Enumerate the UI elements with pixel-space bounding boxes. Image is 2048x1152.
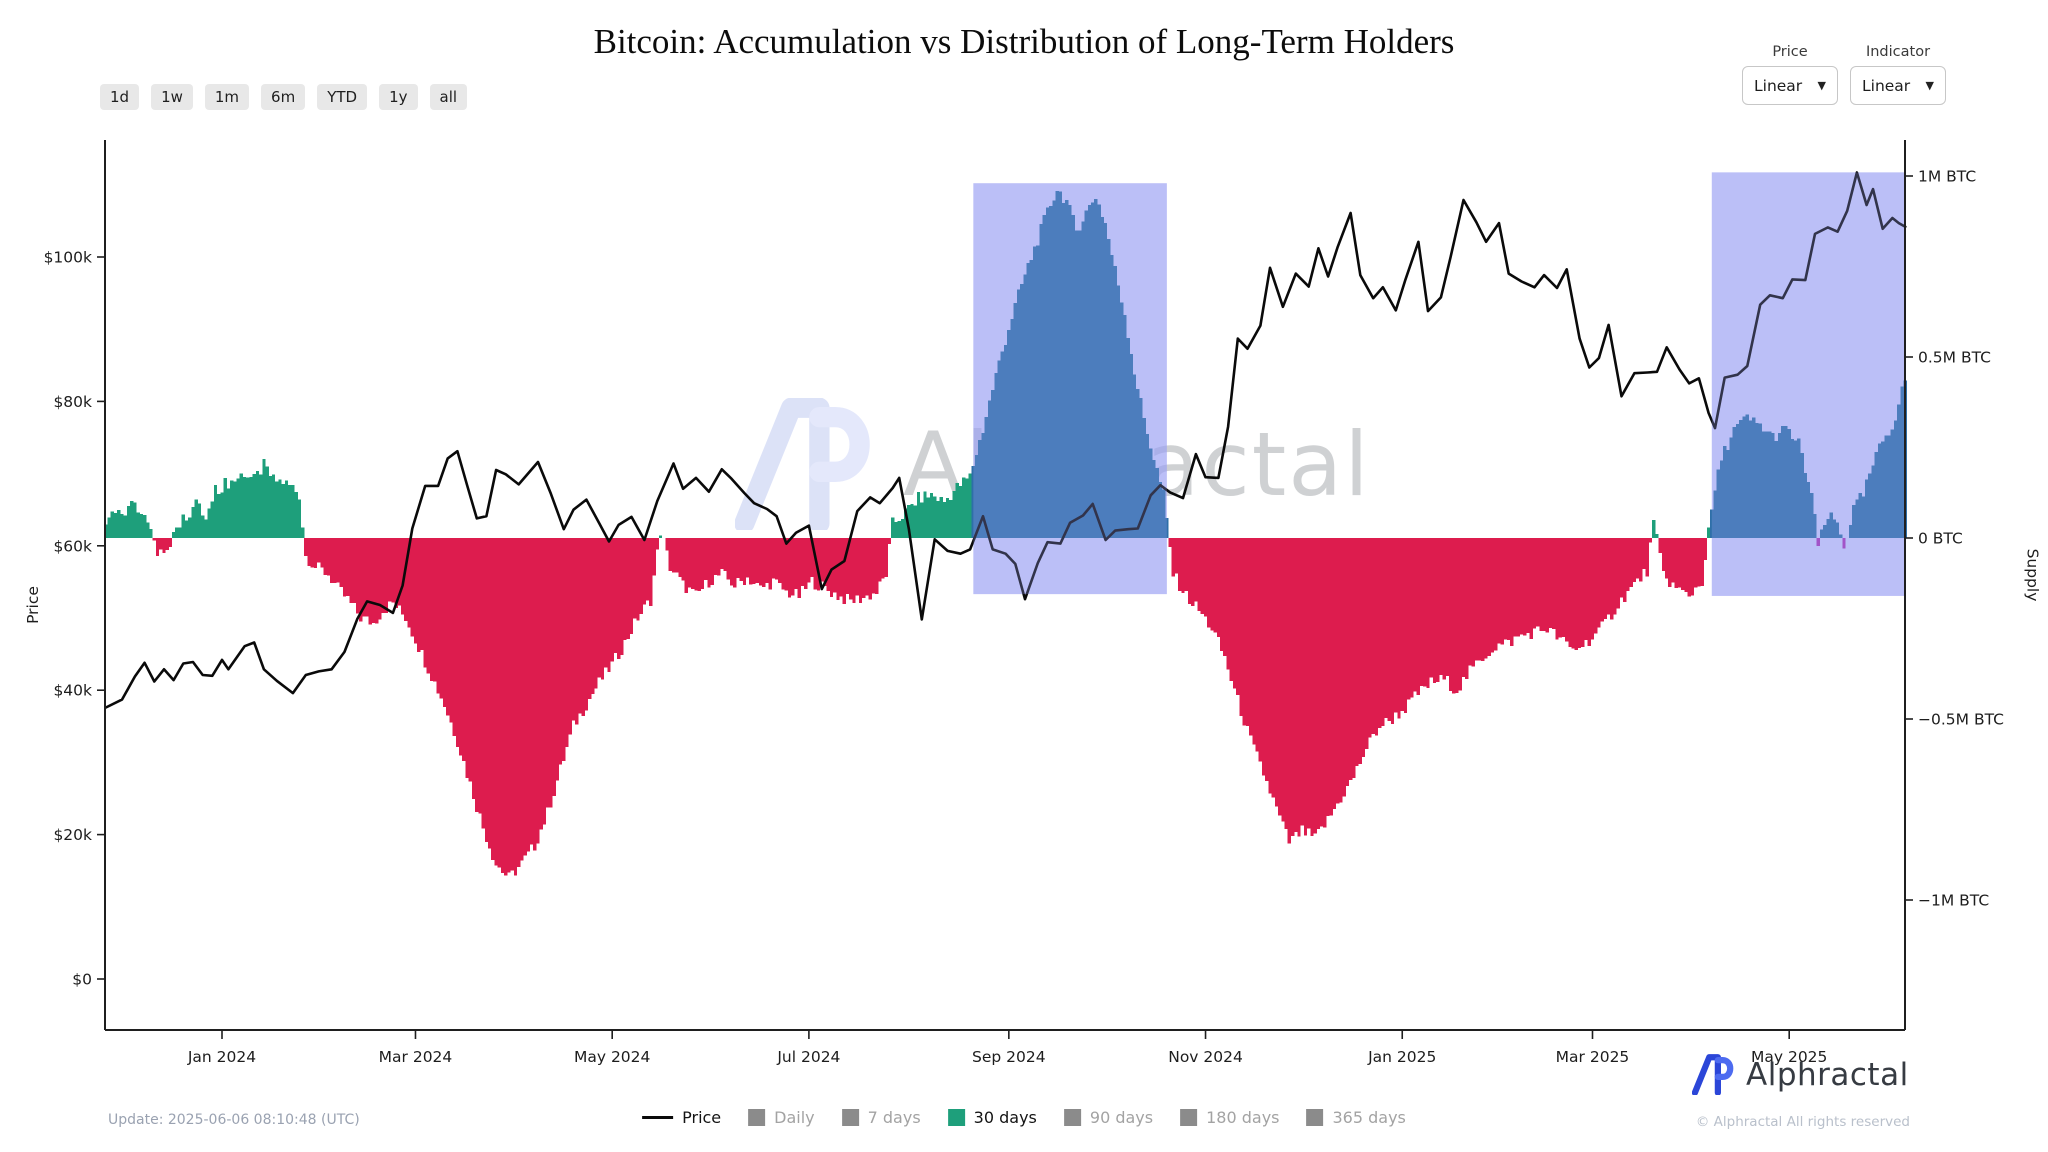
x-axis-tick-label: Nov 2024 bbox=[1168, 1048, 1243, 1066]
caret-down-icon: ▼ bbox=[1925, 79, 1934, 92]
legend-item-label: Price bbox=[682, 1108, 722, 1127]
legend-item-180-days[interactable]: 180 days bbox=[1180, 1108, 1279, 1127]
range-button-6m[interactable]: 6m bbox=[261, 84, 306, 110]
alphractal-monogram-watermark-icon bbox=[735, 398, 870, 530]
indicator-scale-value: Linear bbox=[1862, 76, 1911, 95]
left-axis-tick-label: $40k bbox=[53, 682, 92, 700]
left-axis-tick-label: $20k bbox=[53, 826, 92, 844]
indicator-scale-label: Indicator bbox=[1865, 44, 1931, 60]
range-selector: 1d 1w 1m 6m YTD 1y all bbox=[100, 84, 468, 110]
x-axis-tick-label: May 2024 bbox=[574, 1048, 650, 1066]
right-axis-tick-label: 0 BTC bbox=[1918, 530, 1963, 548]
x-axis-tick-label: Jul 2024 bbox=[776, 1048, 840, 1066]
legend-item-label: 180 days bbox=[1206, 1108, 1280, 1127]
indicator-scale-select[interactable]: Linear ▼ bbox=[1850, 66, 1946, 105]
legend-item-label: 90 days bbox=[1089, 1108, 1154, 1127]
legend-item-30-days[interactable]: 30 days bbox=[947, 1108, 1037, 1127]
copyright-text: © Alphractal All rights reserved bbox=[1695, 1114, 1910, 1130]
series-swatch-icon bbox=[748, 1109, 766, 1126]
legend-item-label: 7 days bbox=[867, 1108, 921, 1127]
caret-down-icon: ▼ bbox=[1817, 79, 1826, 92]
series-swatch-icon bbox=[1180, 1109, 1198, 1126]
update-timestamp: Update: 2025-06-06 08:10:48 (UTC) bbox=[108, 1112, 360, 1128]
right-axis-tick-label: 1M BTC bbox=[1918, 168, 1976, 186]
right-axis-tick-label: −1M BTC bbox=[1918, 892, 1989, 910]
alphractal-logo-icon bbox=[1692, 1054, 1734, 1095]
price-line-swatch-icon bbox=[642, 1116, 674, 1119]
right-axis-title: Supply bbox=[2023, 548, 2042, 602]
series-swatch-icon bbox=[947, 1109, 965, 1126]
range-button-ytd[interactable]: YTD bbox=[317, 84, 368, 110]
x-axis-tick-label: Jan 2025 bbox=[1367, 1048, 1436, 1066]
price-line bbox=[104, 171, 1907, 709]
series-swatch-icon bbox=[1306, 1109, 1324, 1126]
series-swatch-icon bbox=[841, 1109, 859, 1126]
range-button-1y[interactable]: 1y bbox=[379, 84, 418, 110]
price-scale-label: Price bbox=[1772, 44, 1808, 60]
x-axis-tick-label: Sep 2024 bbox=[972, 1048, 1046, 1066]
range-button-all[interactable]: all bbox=[429, 84, 468, 110]
indicator-scale-control: Indicator Linear ▼ bbox=[1849, 44, 1947, 105]
left-axis-tick-label: $100k bbox=[44, 249, 92, 267]
legend-item-365-days[interactable]: 365 days bbox=[1306, 1108, 1406, 1127]
price-scale-control: Price Linear ▼ bbox=[1741, 44, 1839, 105]
legend: Price Daily 7 days 30 days 90 days 180 days 36… bbox=[642, 1108, 1406, 1127]
legend-item-price[interactable]: Price bbox=[642, 1108, 721, 1127]
price-scale-value: Linear bbox=[1754, 76, 1803, 95]
page-title: Bitcoin: Accumulation vs Distribution of… bbox=[593, 22, 1455, 61]
brand-name: Alphractal bbox=[1746, 1056, 1909, 1093]
series-swatch-icon bbox=[1063, 1109, 1081, 1126]
legend-item-daily[interactable]: Daily bbox=[748, 1108, 815, 1127]
price-scale-select[interactable]: Linear ▼ bbox=[1742, 66, 1838, 105]
brand-logo[interactable]: Alphractal bbox=[1692, 1054, 1909, 1095]
x-axis-tick-label: May 2025 bbox=[1751, 1048, 1827, 1066]
supply-bars bbox=[104, 190, 1907, 876]
left-axis-tick-label: $60k bbox=[53, 537, 92, 555]
left-axis-tick-label: $80k bbox=[53, 393, 92, 411]
legend-item-label: 30 days bbox=[973, 1108, 1037, 1127]
left-axis-title: Price bbox=[23, 586, 42, 624]
legend-item-90-days[interactable]: 90 days bbox=[1063, 1108, 1154, 1127]
range-button-1d[interactable]: 1d bbox=[100, 84, 140, 110]
legend-item-7-days[interactable]: 7 days bbox=[841, 1108, 921, 1127]
x-axis-tick-label: Jan 2024 bbox=[187, 1048, 256, 1066]
range-button-1w[interactable]: 1w bbox=[151, 84, 193, 110]
legend-item-label: Daily bbox=[774, 1108, 815, 1127]
x-axis-tick-label: Mar 2025 bbox=[1556, 1048, 1630, 1066]
right-axis-tick-label: 0.5M BTC bbox=[1918, 349, 1991, 367]
right-axis-tick-label: −0.5M BTC bbox=[1918, 711, 2004, 729]
x-axis-tick-label: Mar 2024 bbox=[379, 1048, 453, 1066]
left-axis-tick-label: $0 bbox=[72, 971, 92, 989]
range-button-1m[interactable]: 1m bbox=[204, 84, 250, 110]
legend-item-label: 365 days bbox=[1332, 1108, 1406, 1127]
